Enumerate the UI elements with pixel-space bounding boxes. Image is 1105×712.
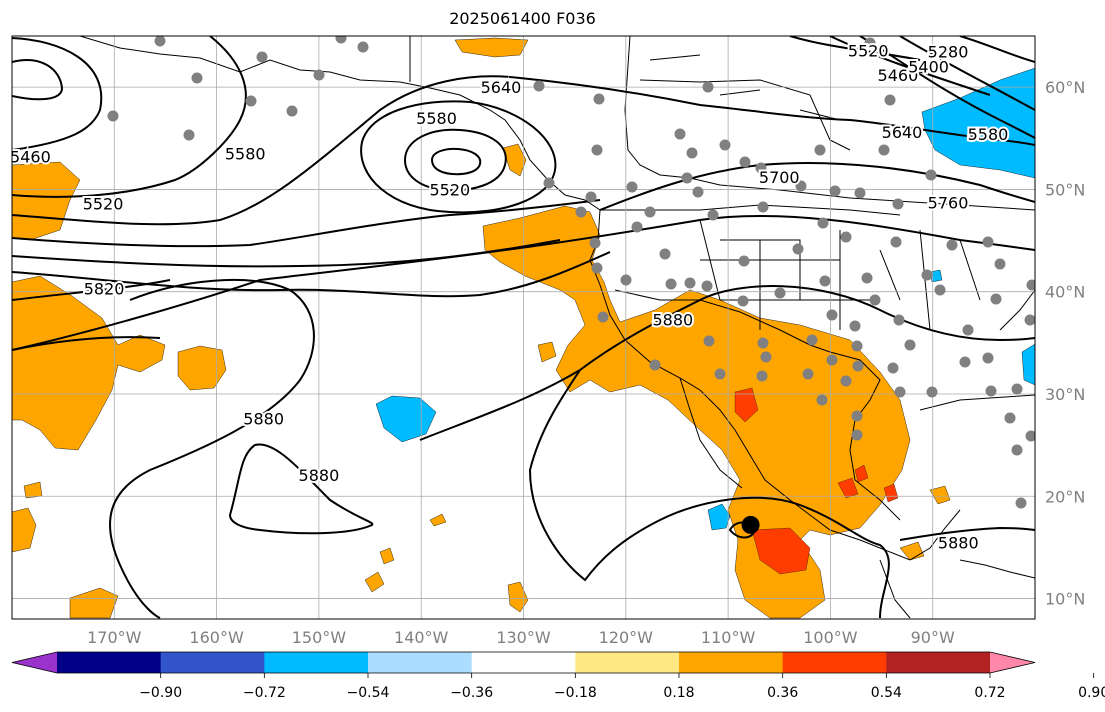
colorbar-segment <box>679 652 784 673</box>
colorbar-segment <box>782 652 887 673</box>
colorbar-segment <box>57 652 162 673</box>
longitude-tick-label: 100°W <box>803 628 858 647</box>
longitude-tick-label: 170°W <box>87 628 142 647</box>
height-contours <box>12 36 1035 619</box>
longitude-tick-label: 90°W <box>911 628 955 647</box>
colorbar-tick-label: 0.18 <box>663 685 694 701</box>
contour-label: 5520 <box>848 41 889 60</box>
contour-label: 5760 <box>928 194 969 213</box>
map-frame <box>11 35 1036 620</box>
longitude-tick-label: 120°W <box>599 628 654 647</box>
colorbar-tick-label: 0.72 <box>974 685 1005 701</box>
contour-label: 5880 <box>652 310 693 329</box>
station-dots <box>107 36 1035 509</box>
colorbar-outline <box>11 651 1036 674</box>
positive-anomaly-shading <box>12 37 951 619</box>
longitude-tick-label: 140°W <box>394 628 449 647</box>
strong-anomaly-shading <box>734 387 899 575</box>
colorbar-tick-label: −0.54 <box>347 685 390 701</box>
longitude-tick-label: 110°W <box>701 628 756 647</box>
contour-label: 5880 <box>243 410 284 429</box>
contour-label: 5880 <box>299 466 340 485</box>
contour-label: 5640 <box>882 123 923 142</box>
contour-label: 5460 <box>10 148 51 167</box>
colorbar-min-extension <box>12 652 57 673</box>
colorbar-tick-label: 0.90 <box>1078 685 1105 701</box>
gridlines <box>12 36 1035 619</box>
longitude-tick-labels: 170°W 160°W 150°W 140°W 130°W 120°W 110°W 100°W… <box>87 628 955 647</box>
latitude-tick-label: 60°N <box>1045 78 1085 97</box>
colorbar-segment <box>575 652 680 673</box>
latitude-tick-labels: 10°N 20°N 30°N 40°N 50°N 60°N <box>1045 78 1085 608</box>
contour-label: 5460 <box>878 66 919 85</box>
contour-label: 5820 <box>84 280 125 299</box>
contour-label: 5520 <box>429 180 470 199</box>
contour-label: 5700 <box>759 168 800 187</box>
colorbar-segment <box>160 652 265 673</box>
contour-label: 5640 <box>481 78 522 97</box>
latitude-tick-label: 40°N <box>1045 283 1085 302</box>
colorbar-tick-labels: −0.90 −0.72 −0.54 −0.36 −0.18 0.18 0.36 0.54 0.7… <box>139 673 1105 701</box>
longitude-tick-label: 150°W <box>292 628 347 647</box>
colorbar-tick-label: −0.36 <box>450 685 493 701</box>
longitude-tick-label: 130°W <box>496 628 551 647</box>
colorbar-tick-label: 0.54 <box>871 685 902 701</box>
contour-label: 5280 <box>928 42 969 61</box>
contour-label: 5880 <box>938 533 979 552</box>
latitude-tick-label: 50°N <box>1045 180 1085 199</box>
colorbar-max-extension <box>990 652 1035 673</box>
latitude-tick-label: 10°N <box>1045 590 1085 609</box>
colorbar-tick-label: −0.18 <box>554 685 597 701</box>
colorbar <box>11 651 1036 674</box>
tropical-cyclone-marker <box>741 515 760 534</box>
latitude-tick-label: 20°N <box>1045 487 1085 506</box>
map-title: 2025061400 F036 <box>449 9 596 28</box>
contour-label: 5520 <box>83 195 124 214</box>
colorbar-tick-label: −0.72 <box>243 685 286 701</box>
contour-label: 5580 <box>968 125 1009 144</box>
colorbar-tick-label: −0.90 <box>139 685 182 701</box>
colorbar-segment <box>264 652 369 673</box>
latitude-tick-label: 30°N <box>1045 385 1085 404</box>
colorbar-tick-label: 0.36 <box>767 685 798 701</box>
colorbar-segment <box>886 652 991 673</box>
contour-label: 5400 <box>908 58 949 77</box>
contour-label: 5580 <box>416 109 457 128</box>
colorbar-segment <box>368 652 473 673</box>
contour-labels: 5460552055805580552056405520546054005280… <box>10 39 1010 554</box>
colorbar-segment <box>471 652 576 673</box>
contour-label: 5580 <box>225 145 266 164</box>
longitude-tick-label: 160°W <box>189 628 244 647</box>
